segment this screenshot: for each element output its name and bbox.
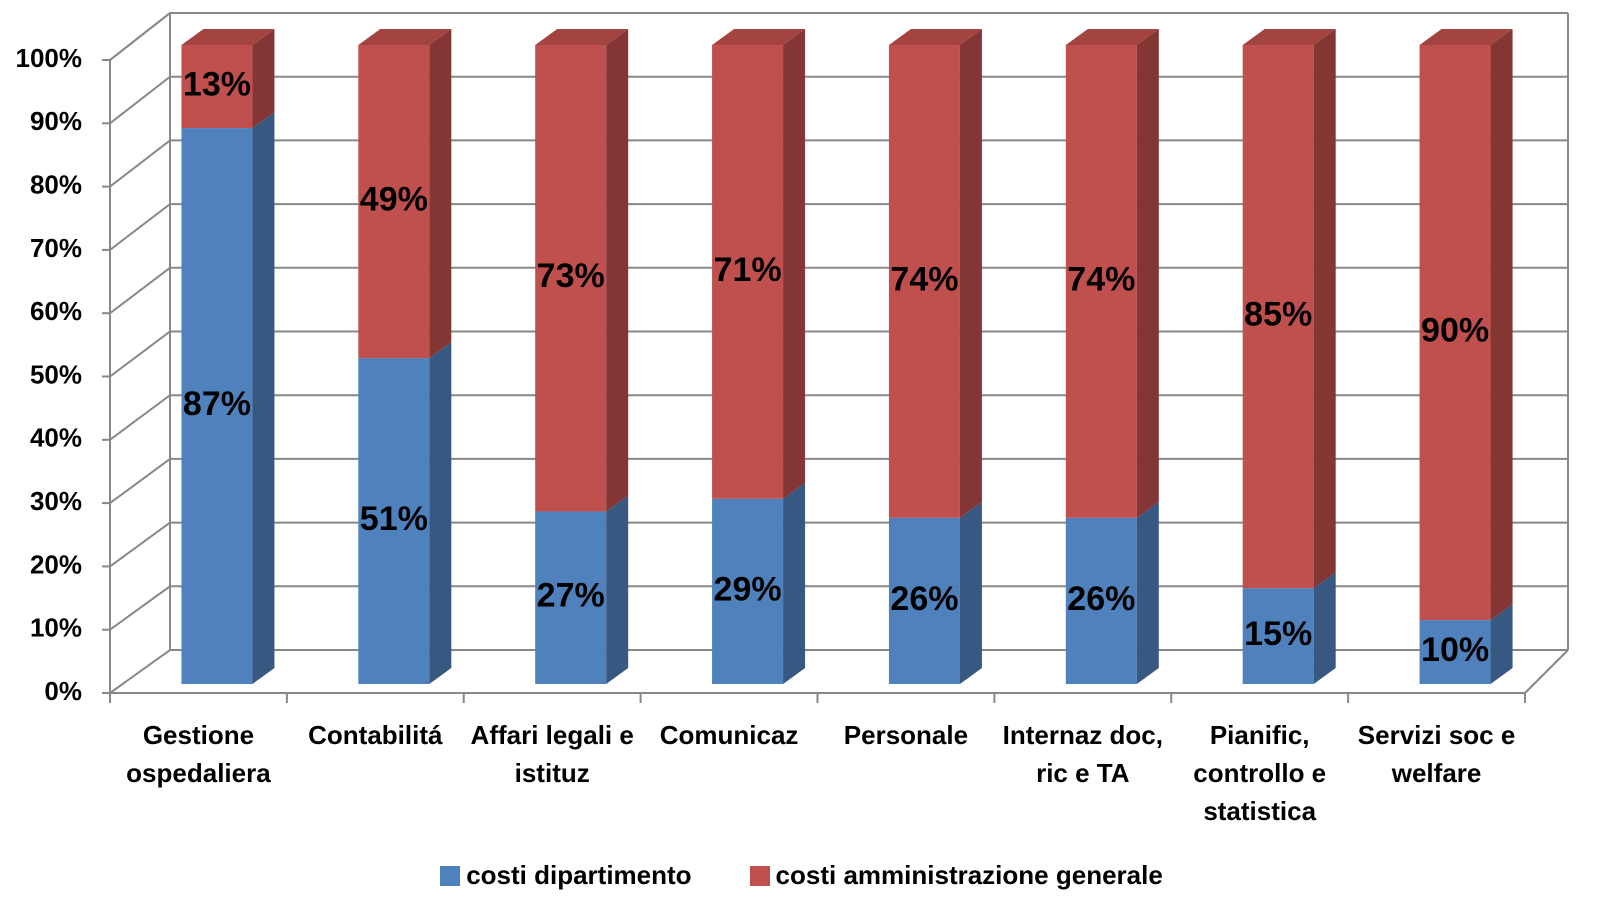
bar-segment (712, 45, 784, 499)
y-tick-label: 80% (30, 169, 82, 199)
data-label: 90% (1421, 312, 1489, 350)
bar-segment (888, 45, 960, 518)
bar-top (712, 29, 806, 45)
grid-line (109, 266, 1568, 314)
data-label: 13% (183, 66, 251, 104)
bar-side (1313, 29, 1336, 589)
bar-segment (358, 45, 430, 359)
bar-segment (535, 45, 607, 512)
y-tick-label: 100% (16, 43, 83, 73)
grid-line (109, 585, 1568, 631)
data-label: 73% (537, 257, 605, 295)
grid-line (109, 139, 1568, 188)
grid-line (109, 394, 1568, 441)
legend-item: costi amministrazione generale (749, 860, 1163, 891)
bar-top (181, 29, 275, 45)
data-label: 74% (1067, 260, 1135, 298)
data-label: 49% (360, 181, 428, 219)
x-tick-label: Pianific, controllo e statistica (1193, 720, 1327, 826)
grid-line (109, 330, 1568, 378)
bar-side (1136, 501, 1159, 684)
y-tick-label: 60% (30, 296, 82, 326)
bar-side (606, 495, 629, 684)
grid-line (109, 12, 1568, 61)
legend-item: costi dipartimento (440, 860, 692, 891)
bar-top (1065, 29, 1159, 45)
bar-side (1313, 572, 1336, 684)
floor-edge (1524, 649, 1569, 694)
bar-segment (535, 511, 607, 684)
bar-segment (181, 128, 253, 684)
grid-line (109, 75, 1568, 125)
grid-line (109, 203, 1568, 251)
data-label: 29% (714, 570, 782, 608)
data-label: 74% (890, 260, 958, 298)
y-tick-label: 90% (30, 106, 82, 136)
y-tick-label: 0% (44, 676, 82, 706)
data-label: 27% (537, 577, 605, 615)
legend-label: costi amministrazione generale (775, 860, 1163, 890)
x-tick-label: Contabilitá (308, 720, 443, 750)
bar-segment (1419, 45, 1491, 621)
bar-segment (181, 45, 253, 129)
bar-top (535, 29, 629, 45)
y-tick-label: 40% (30, 423, 82, 453)
bar-top (1242, 29, 1336, 45)
legend-swatch (440, 865, 461, 886)
y-tick-label: 20% (30, 549, 82, 579)
data-label: 10% (1421, 631, 1489, 669)
y-tick-label: 50% (30, 359, 82, 389)
bar-segment (1419, 620, 1491, 684)
bar-side (252, 112, 275, 684)
legend-label: costi dipartimento (466, 860, 692, 890)
data-label: 51% (360, 500, 428, 538)
bar-side (252, 29, 275, 129)
x-tick-label: Gestione ospedaliera (126, 720, 271, 788)
bar-segment (1242, 588, 1314, 684)
data-label: 85% (1244, 296, 1312, 334)
x-tick-label: Internaz doc, ric e TA (1002, 720, 1163, 788)
bar-side (1136, 29, 1159, 518)
bar-segment (712, 498, 784, 684)
bar-side (429, 29, 452, 359)
bar-top (358, 29, 452, 45)
bar-side (1490, 604, 1513, 684)
legend: costi dipartimento costi amministrazione … (0, 860, 1603, 891)
bar-side (959, 501, 982, 684)
bar-side (783, 482, 806, 684)
data-label: 26% (1067, 580, 1135, 618)
grid-line (109, 521, 1568, 568)
bar-top (888, 29, 982, 45)
bar-segment (888, 517, 960, 684)
bar-side (1490, 29, 1513, 621)
data-label: 87% (183, 385, 251, 423)
bar-segment (1242, 45, 1314, 589)
x-tick-label: Servizi soc e welfare (1357, 720, 1516, 788)
y-tick-label: 30% (30, 486, 82, 516)
x-tick-label: Comunicaz (659, 720, 799, 750)
y-tick-label: 10% (30, 613, 82, 643)
bar-segment (1065, 517, 1137, 684)
legend-swatch (749, 865, 770, 886)
x-tick-label: Personale (843, 720, 969, 750)
grid-line (109, 649, 1568, 694)
bar-side (429, 342, 452, 684)
data-label: 15% (1244, 615, 1312, 653)
x-tick-label: Affari legali e istituz (470, 720, 634, 788)
data-label: 26% (890, 580, 958, 618)
bar-top (1419, 29, 1513, 45)
y-tick-label: 70% (30, 233, 82, 263)
bar-side (783, 29, 806, 499)
bar-side (959, 29, 982, 518)
data-label: 71% (714, 251, 782, 289)
bar-segment (1065, 45, 1137, 518)
grid-line (109, 457, 1568, 504)
bar-side (606, 29, 629, 512)
bar-segment (358, 358, 430, 684)
